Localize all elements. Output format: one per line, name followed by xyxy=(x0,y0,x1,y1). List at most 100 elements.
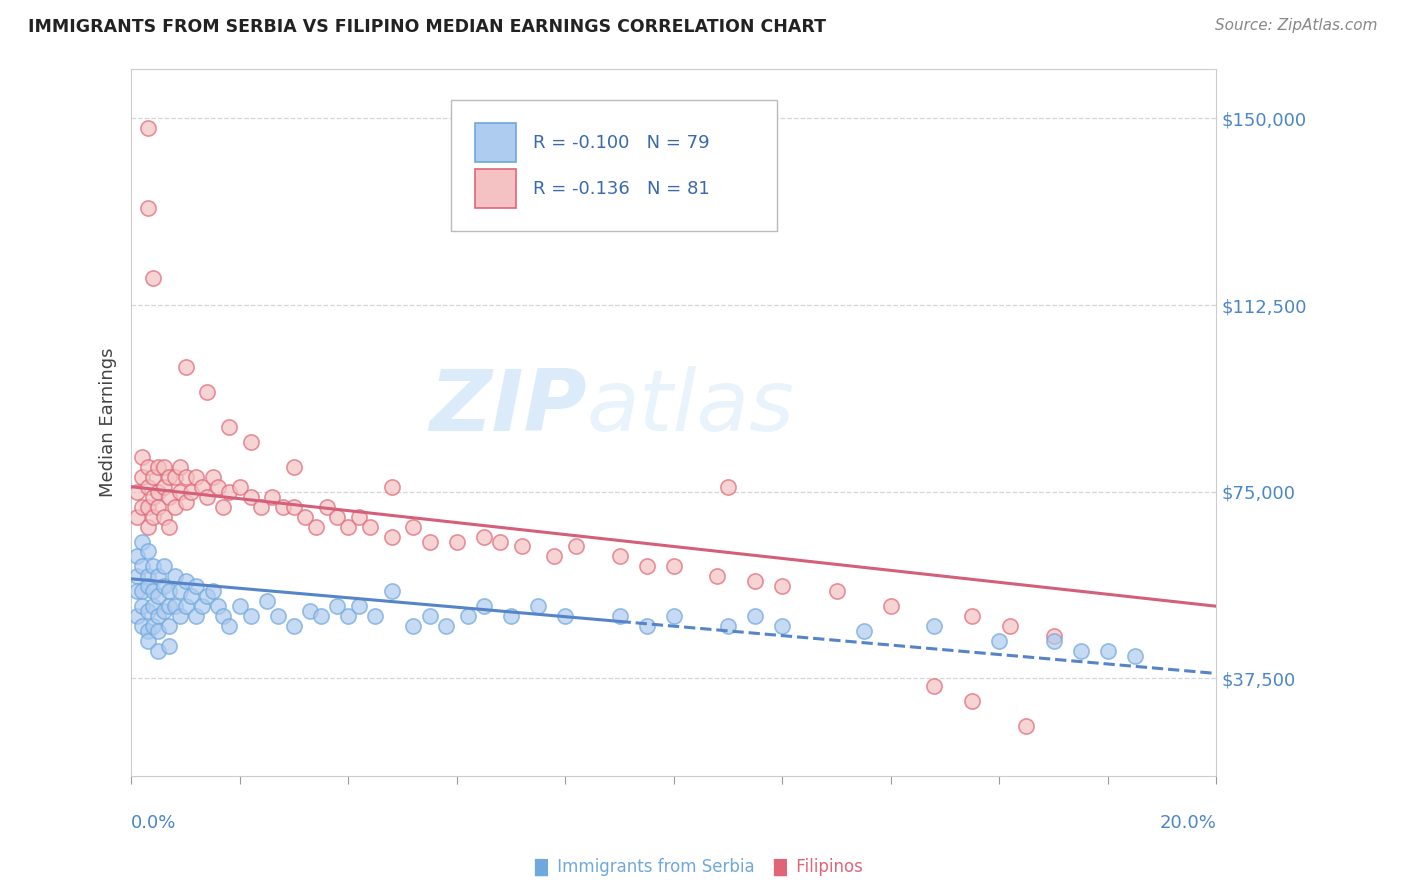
Point xyxy=(207,480,229,494)
Point xyxy=(347,599,370,614)
Point xyxy=(153,459,176,474)
Point xyxy=(174,360,197,375)
Point xyxy=(131,584,153,599)
Point xyxy=(136,201,159,215)
Point xyxy=(136,480,159,494)
Text: 0.0%: 0.0% xyxy=(131,814,177,832)
Point xyxy=(148,459,170,474)
Point xyxy=(157,584,180,599)
Point xyxy=(157,519,180,533)
Point xyxy=(326,509,349,524)
Point xyxy=(825,584,848,599)
Point xyxy=(148,609,170,624)
Point xyxy=(510,540,533,554)
Point xyxy=(131,559,153,574)
Point xyxy=(125,584,148,599)
Point xyxy=(125,549,148,564)
Point xyxy=(212,609,235,624)
Point xyxy=(186,609,208,624)
Point xyxy=(960,694,983,708)
Point xyxy=(381,584,404,599)
Point xyxy=(163,500,186,514)
Point xyxy=(434,619,457,633)
Point xyxy=(402,519,425,533)
Point xyxy=(142,619,165,633)
Point xyxy=(142,509,165,524)
Point xyxy=(157,470,180,484)
Point xyxy=(229,599,252,614)
Point xyxy=(136,500,159,514)
Point xyxy=(191,480,214,494)
Point xyxy=(499,609,522,624)
Point xyxy=(131,500,153,514)
Point xyxy=(998,619,1021,633)
Text: R = -0.136   N = 81: R = -0.136 N = 81 xyxy=(533,179,710,198)
Point xyxy=(283,459,305,474)
Point xyxy=(174,599,197,614)
Point xyxy=(717,480,740,494)
Bar xyxy=(475,123,516,162)
Point xyxy=(662,609,685,624)
Point xyxy=(142,584,165,599)
Point xyxy=(163,470,186,484)
Point xyxy=(299,604,322,618)
Point xyxy=(880,599,903,614)
Point xyxy=(326,599,349,614)
Point xyxy=(1123,648,1146,663)
Point xyxy=(157,490,180,504)
Point xyxy=(1070,644,1092,658)
Point xyxy=(157,639,180,653)
Text: █  Filipinos: █ Filipinos xyxy=(773,858,863,876)
Text: 20.0%: 20.0% xyxy=(1160,814,1216,832)
Point xyxy=(148,569,170,583)
Point xyxy=(195,385,218,400)
Point xyxy=(195,490,218,504)
Point xyxy=(554,609,576,624)
Point xyxy=(457,609,479,624)
Point xyxy=(744,609,766,624)
Text: Source: ZipAtlas.com: Source: ZipAtlas.com xyxy=(1215,18,1378,33)
Point xyxy=(136,579,159,593)
Text: ZIP: ZIP xyxy=(429,367,586,450)
Point xyxy=(364,609,387,624)
Point xyxy=(1097,644,1119,658)
Point xyxy=(283,500,305,514)
Point xyxy=(250,500,273,514)
Point xyxy=(527,599,550,614)
Point xyxy=(153,480,176,494)
Point xyxy=(239,490,262,504)
Point xyxy=(169,484,191,499)
Point xyxy=(201,470,224,484)
Point xyxy=(142,559,165,574)
Point xyxy=(283,619,305,633)
Text: IMMIGRANTS FROM SERBIA VS FILIPINO MEDIAN EARNINGS CORRELATION CHART: IMMIGRANTS FROM SERBIA VS FILIPINO MEDIA… xyxy=(28,18,827,36)
Point xyxy=(337,609,360,624)
Point xyxy=(717,619,740,633)
Point xyxy=(148,589,170,603)
Point xyxy=(636,619,658,633)
Point xyxy=(565,540,588,554)
Point xyxy=(662,559,685,574)
Point xyxy=(174,470,197,484)
Point xyxy=(636,559,658,574)
Point xyxy=(271,500,294,514)
Point xyxy=(212,500,235,514)
Point xyxy=(136,634,159,648)
Point xyxy=(186,470,208,484)
Point xyxy=(136,121,159,136)
Text: R = -0.100   N = 79: R = -0.100 N = 79 xyxy=(533,134,710,152)
Point xyxy=(770,579,793,593)
Point xyxy=(706,569,728,583)
Point xyxy=(262,490,284,504)
Point xyxy=(131,534,153,549)
Point xyxy=(142,599,165,614)
Point xyxy=(131,450,153,464)
Point xyxy=(136,604,159,618)
Point xyxy=(347,509,370,524)
Point xyxy=(770,619,793,633)
Point xyxy=(207,599,229,614)
Point xyxy=(180,589,202,603)
Point xyxy=(136,459,159,474)
Point xyxy=(142,490,165,504)
Point xyxy=(359,519,381,533)
